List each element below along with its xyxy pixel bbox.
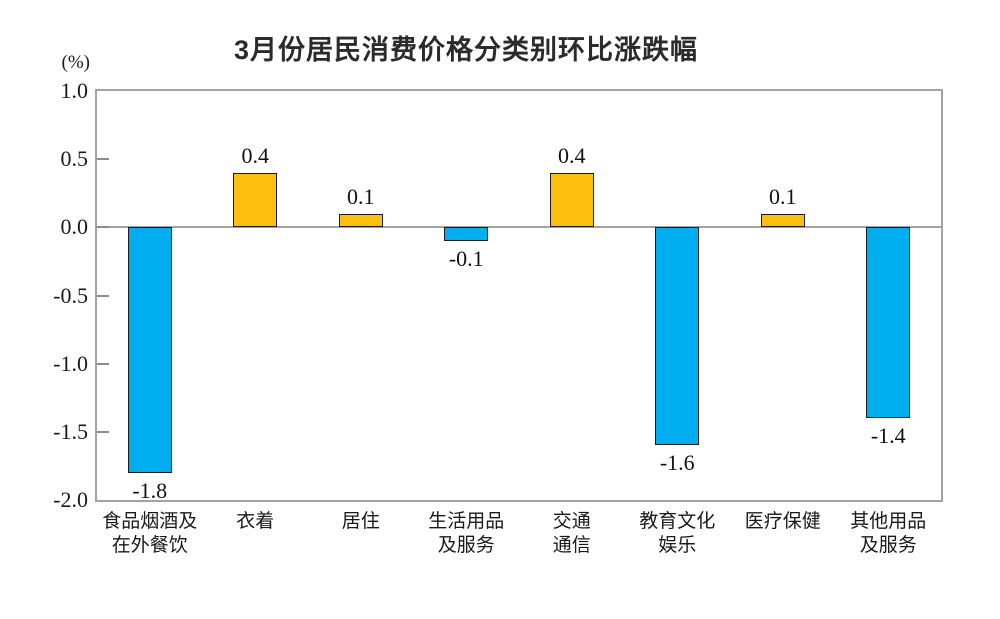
y-axis-tick-label: -1.0 xyxy=(53,350,88,376)
y-axis-tick-mark xyxy=(97,158,109,161)
bar-value-label: 0.4 xyxy=(241,142,270,168)
bar-1 xyxy=(127,227,172,473)
y-axis-tick-label: -1.5 xyxy=(53,418,88,444)
bar-3 xyxy=(338,213,383,228)
x-axis-category-label: 教育文化 娱乐 xyxy=(639,511,716,556)
bar-7 xyxy=(760,213,805,228)
bar-6 xyxy=(655,227,700,446)
x-axis-category-label: 生活用品 及服务 xyxy=(428,511,505,556)
zero-baseline xyxy=(97,226,941,229)
y-axis-tick-label: -0.5 xyxy=(53,282,88,308)
y-axis-tick-mark xyxy=(97,430,109,433)
x-axis-category-label: 衣着 xyxy=(236,511,275,532)
x-axis-category-label: 食品烟酒及 在外餐饮 xyxy=(102,511,198,556)
x-axis-category-label: 居住 xyxy=(341,511,380,532)
y-axis-tick-label: 0.5 xyxy=(60,146,89,172)
y-axis-tick-mark xyxy=(97,362,109,365)
y-axis-tick-label: 1.0 xyxy=(60,78,89,103)
y-axis-tick-label: 0.0 xyxy=(60,214,89,240)
plot-area: -1.8 0.4 0.1 -0.1 0.4 -1.6 0.1 -1.4 xyxy=(95,89,943,503)
chart-title: 3月份居民消费价格分类别环比涨跌幅 xyxy=(233,35,698,65)
x-axis-category-label: 医疗保健 xyxy=(744,511,821,532)
bar-value-label: 0.4 xyxy=(558,142,586,168)
x-axis-category-label: 交通 通信 xyxy=(552,511,591,556)
bar-value-label: 0.1 xyxy=(347,183,375,209)
bar-4 xyxy=(444,227,489,241)
bar-5 xyxy=(549,172,594,228)
y-axis-tick-label: -2.0 xyxy=(53,487,88,512)
bar-value-label: -1.8 xyxy=(132,477,168,503)
bar-value-label: 0.1 xyxy=(769,183,797,209)
bar-value-label: -1.4 xyxy=(870,423,906,449)
bar-8 xyxy=(866,227,911,419)
bar-value-label: -1.6 xyxy=(659,450,695,476)
y-axis-tick-mark xyxy=(97,294,109,297)
bar-2 xyxy=(233,172,278,228)
x-axis-category-label: 其他用品 及服务 xyxy=(850,511,927,556)
y-axis-unit-label: (%) xyxy=(61,52,90,73)
y-axis-tick-mark xyxy=(97,226,109,229)
bar-value-label: -0.1 xyxy=(448,245,484,271)
